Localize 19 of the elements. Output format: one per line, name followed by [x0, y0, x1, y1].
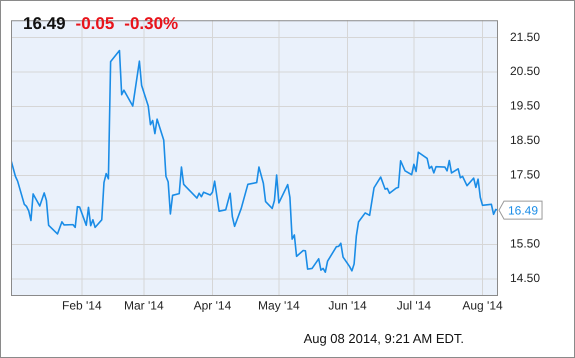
x-tick-label: Mar '14: [124, 298, 164, 313]
text: Aug 08 2014, 9:21 AM EDT.: [304, 331, 464, 346]
annotation: 16.49: [508, 203, 538, 218]
y-tick-label: 18.50: [510, 133, 540, 148]
x-tick-label: Apr '14: [194, 298, 232, 313]
y-tick-label: 14.50: [510, 271, 540, 286]
annotation: -0.05: [76, 14, 114, 33]
y-tick-label: 20.50: [510, 64, 540, 78]
x-tick-label: Feb '14: [62, 298, 102, 313]
x-tick-label: Aug '14: [462, 298, 503, 313]
annotation: -0.30%: [124, 14, 178, 33]
x-tick-label: Jul '14: [396, 298, 432, 313]
y-tick-label: 19.50: [510, 98, 540, 113]
annotation: 16.49: [23, 14, 66, 33]
y-tick-label: 15.50: [510, 236, 540, 251]
x-tick-label: May '14: [258, 298, 300, 313]
y-tick-label: 21.50: [510, 30, 540, 44]
y-tick-label: 17.50: [510, 168, 540, 182]
x-tick-label: Jun '14: [328, 298, 367, 313]
